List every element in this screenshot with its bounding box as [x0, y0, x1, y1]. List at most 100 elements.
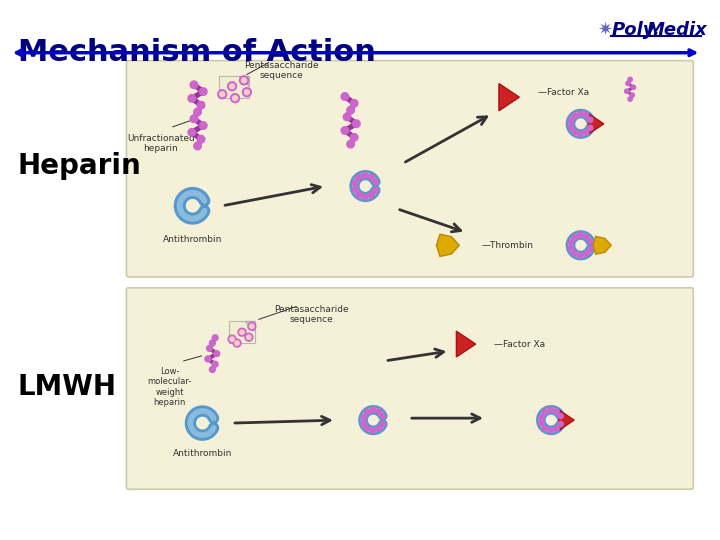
Text: Pentasaccharide
sequence: Pentasaccharide sequence [244, 60, 319, 80]
Circle shape [369, 174, 374, 180]
Text: Pentasaccharide
sequence: Pentasaccharide sequence [274, 305, 348, 324]
Circle shape [351, 133, 358, 141]
Circle shape [577, 232, 583, 238]
Circle shape [572, 234, 577, 240]
Circle shape [568, 240, 574, 245]
Circle shape [577, 111, 583, 116]
Circle shape [343, 113, 351, 121]
Circle shape [210, 367, 215, 373]
Circle shape [220, 92, 225, 97]
Circle shape [197, 136, 205, 143]
Circle shape [539, 414, 544, 420]
Polygon shape [588, 113, 604, 134]
Text: Poly.: Poly. [611, 21, 660, 39]
Circle shape [588, 247, 593, 252]
Circle shape [243, 88, 251, 97]
Circle shape [361, 414, 366, 420]
Circle shape [558, 414, 563, 419]
Circle shape [558, 421, 563, 427]
Circle shape [577, 131, 583, 137]
Polygon shape [593, 237, 611, 254]
Circle shape [238, 328, 246, 336]
Circle shape [542, 409, 547, 415]
Circle shape [245, 90, 249, 94]
Text: Low-
molecular-
weight
heparin: Low- molecular- weight heparin [148, 367, 192, 407]
Circle shape [212, 335, 218, 341]
Circle shape [356, 192, 361, 198]
Circle shape [240, 76, 248, 85]
Circle shape [628, 77, 632, 82]
Text: ✷: ✷ [598, 21, 613, 39]
Circle shape [373, 179, 378, 185]
Circle shape [361, 421, 366, 426]
Circle shape [583, 234, 589, 239]
Circle shape [364, 409, 370, 415]
Circle shape [631, 85, 636, 90]
Circle shape [554, 409, 559, 414]
Text: Heparin: Heparin [18, 152, 142, 180]
Polygon shape [245, 321, 255, 331]
Text: LMWH: LMWH [18, 373, 117, 401]
Polygon shape [456, 331, 476, 357]
Circle shape [625, 89, 629, 93]
Circle shape [230, 94, 240, 103]
Circle shape [568, 124, 574, 130]
Polygon shape [229, 321, 255, 343]
Circle shape [240, 330, 244, 334]
Text: Medix: Medix [647, 21, 708, 39]
Circle shape [380, 414, 385, 419]
Circle shape [241, 78, 246, 83]
Circle shape [577, 253, 583, 258]
Text: Mechanism of Action: Mechanism of Action [18, 38, 376, 67]
Circle shape [210, 340, 215, 346]
Circle shape [362, 194, 368, 200]
Circle shape [199, 88, 207, 96]
Circle shape [341, 93, 348, 100]
Circle shape [347, 140, 354, 148]
Circle shape [212, 361, 218, 367]
Circle shape [341, 127, 348, 134]
Circle shape [250, 324, 254, 328]
Circle shape [352, 180, 358, 186]
Circle shape [376, 426, 382, 431]
Circle shape [347, 106, 354, 114]
Circle shape [548, 428, 553, 433]
Circle shape [190, 115, 198, 123]
Circle shape [370, 428, 376, 433]
Circle shape [362, 172, 368, 178]
Polygon shape [220, 77, 249, 98]
Circle shape [548, 407, 553, 413]
Circle shape [197, 102, 205, 109]
Circle shape [628, 97, 632, 102]
Circle shape [364, 426, 370, 431]
Polygon shape [239, 77, 249, 86]
Circle shape [353, 120, 360, 127]
Circle shape [572, 251, 577, 256]
Circle shape [188, 129, 196, 136]
Circle shape [376, 409, 382, 414]
Circle shape [572, 129, 577, 134]
Circle shape [199, 122, 207, 130]
Circle shape [583, 130, 589, 135]
Circle shape [217, 90, 227, 99]
Circle shape [583, 251, 589, 256]
Circle shape [247, 335, 251, 339]
Circle shape [539, 421, 544, 426]
Circle shape [583, 112, 589, 118]
Circle shape [235, 341, 239, 345]
Circle shape [630, 93, 634, 97]
Circle shape [233, 96, 238, 100]
Circle shape [245, 333, 253, 341]
Circle shape [194, 108, 202, 116]
Circle shape [228, 82, 237, 91]
Circle shape [194, 142, 202, 150]
Circle shape [572, 113, 577, 118]
Circle shape [205, 356, 211, 362]
Circle shape [626, 81, 630, 85]
Circle shape [188, 94, 196, 102]
Circle shape [248, 322, 256, 330]
Polygon shape [499, 84, 519, 111]
Circle shape [373, 187, 378, 193]
Circle shape [380, 421, 385, 427]
Circle shape [588, 117, 593, 123]
